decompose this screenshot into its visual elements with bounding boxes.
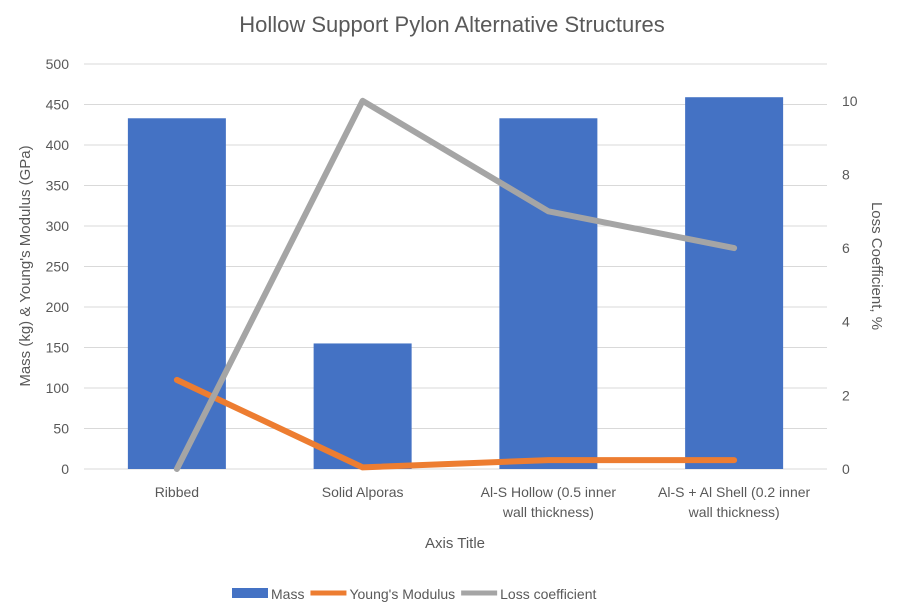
y2-axis-title: Loss Coefficient, % (868, 202, 885, 330)
line-young-s-modulus (173, 376, 738, 471)
bar-mass (127, 118, 226, 470)
legend-label: Mass (271, 586, 304, 602)
y-tick-label: 200 (46, 299, 70, 315)
line-loss-coefficient (173, 97, 738, 472)
category-label: Ribbed (155, 484, 199, 500)
y-tick-label: 0 (61, 461, 69, 477)
y2-tick-label: 8 (842, 166, 850, 182)
bar-mass (499, 118, 598, 470)
y2-tick-label: 2 (842, 387, 850, 403)
y-tick-label: 500 (46, 56, 70, 72)
lines (173, 97, 738, 472)
y-tick-label: 350 (46, 178, 70, 194)
legend-item: Mass (232, 586, 304, 602)
y-tick-label: 400 (46, 137, 70, 153)
category-labels: Ribbed Solid Alporas Al-S Hollow (0.5 inne… (155, 484, 811, 520)
legend-swatch (232, 588, 268, 598)
y-tick-label: 250 (46, 259, 70, 275)
y2-tick-label: 4 (842, 314, 850, 330)
left-axis-ticks: 0 50 100 150 200 250 300 350 400 450 500 (46, 56, 70, 477)
bar-mass (313, 343, 412, 469)
category-label: Al-S + Al Shell (0.2 inner wall thickness… (658, 484, 810, 520)
y-tick-label: 100 (46, 380, 70, 396)
right-axis-ticks: 0 2 4 6 8 10 (842, 93, 858, 477)
legend: Mass Young's Modulus Loss coefficient (232, 586, 596, 602)
y-axis-title: Mass (kg) & Young's Modulus (GPa) (17, 145, 34, 386)
y2-tick-label: 0 (842, 461, 850, 477)
y2-tick-label: 10 (842, 93, 858, 109)
category-label: Al-S Hollow (0.5 inner wall thickness) (481, 484, 617, 520)
legend-label: Young's Modulus (349, 586, 455, 602)
y-tick-label: 150 (46, 340, 70, 356)
legend-item: Loss coefficient (461, 586, 596, 602)
y-tick-label: 300 (46, 218, 70, 234)
bar-mass (685, 97, 784, 470)
y2-tick-label: 6 (842, 240, 850, 256)
chart-title: Hollow Support Pylon Alternative Structu… (239, 12, 665, 37)
legend-item: Young's Modulus (310, 586, 455, 602)
legend-label: Loss coefficient (500, 586, 596, 602)
x-axis-title: Axis Title (425, 535, 485, 552)
y-tick-label: 50 (53, 421, 69, 437)
category-label: Solid Alporas (322, 484, 404, 500)
y-tick-label: 450 (46, 97, 70, 113)
